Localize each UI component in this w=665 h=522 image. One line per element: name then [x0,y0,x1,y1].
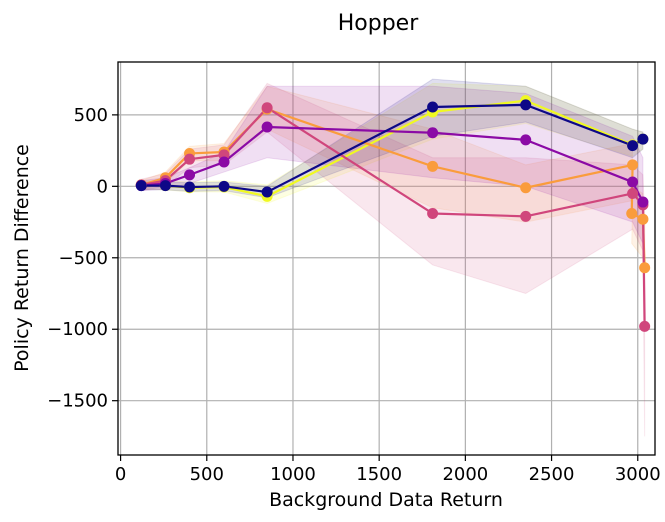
plot-frame [117,61,656,456]
series-line [141,106,646,327]
data-point [427,127,439,139]
x-tick-label: 500 [190,464,224,485]
data-point [637,133,649,145]
y-tick-label: −1500 [47,391,108,412]
x-tick-label: 2500 [529,464,575,485]
y-tick-label: −1000 [47,319,108,340]
data-point [427,207,439,219]
data-point [627,159,639,171]
data-point [637,213,649,225]
data-point [520,99,532,111]
data-point [184,169,196,181]
data-point [639,262,651,274]
x-tick-label: 1000 [270,464,316,485]
series-band [140,82,646,437]
x-tick-label: 1500 [356,464,402,485]
data-point [135,180,147,192]
data-point [159,180,171,192]
data-point [427,160,439,172]
x-tick-label: 0 [115,464,126,485]
data-point [427,101,439,113]
y-tick-label: 0 [97,176,108,197]
x-axis-ticks: 0 500 1000 1500 2000 2500 3000 [115,455,661,485]
data-point [261,102,273,114]
x-tick-label: 2000 [442,464,488,485]
y-tick-label: 500 [74,105,108,126]
y-tick-label: −500 [59,248,108,269]
series-markers [135,95,651,332]
data-point [184,153,196,165]
data-point [639,320,651,332]
data-point [218,156,230,168]
x-axis-label: Background Data Return [269,489,503,511]
data-point [626,207,638,219]
data-point [627,140,639,152]
x-tick-label: 3000 [615,464,661,485]
data-point [637,196,649,208]
y-axis-label: Policy Return Difference [11,144,33,372]
chart-title: Hopper [338,11,419,36]
data-point [261,121,273,133]
data-point [218,180,230,192]
data-point [261,186,273,198]
data-point [627,176,639,188]
data-point [520,182,532,194]
data-point [184,181,196,193]
data-point [627,187,639,199]
data-point [520,134,532,146]
data-point [520,210,532,222]
y-axis-ticks: 500 0 −500 −1000 −1500 [47,105,118,412]
